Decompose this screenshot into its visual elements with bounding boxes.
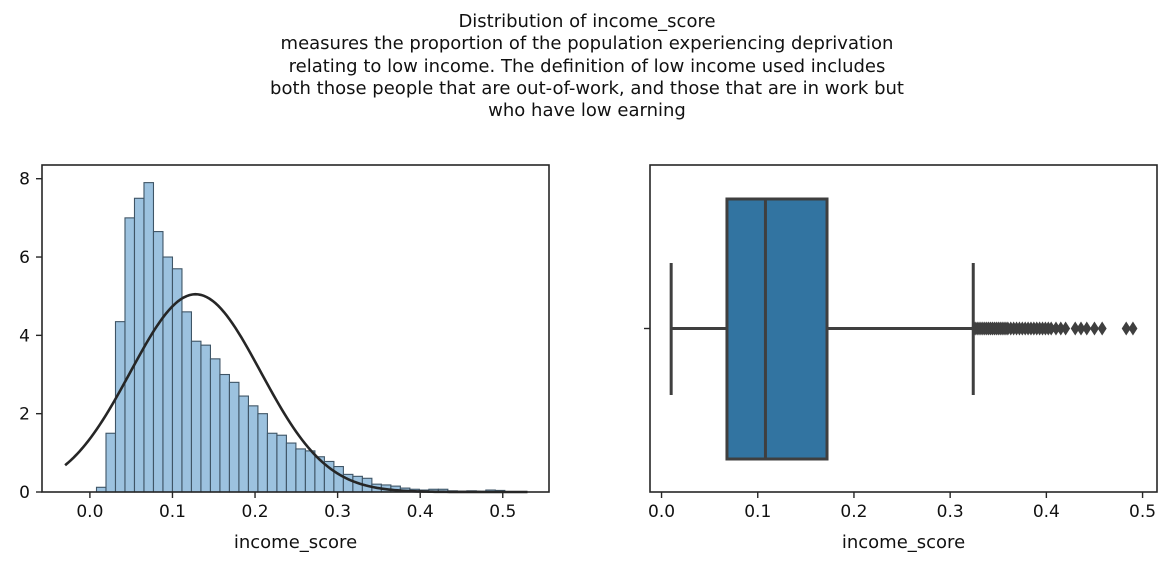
boxplot-elements — [669, 197, 975, 461]
histogram-bar — [257, 413, 268, 493]
x-tick-label: 0.5 — [489, 502, 516, 522]
x-tick-label: 0.4 — [1033, 502, 1060, 522]
outlier-marker — [1121, 321, 1131, 336]
histogram-bar — [285, 442, 297, 493]
histogram-bar — [295, 448, 306, 493]
x-tick-label: 0.3 — [324, 502, 351, 522]
title-line: Distribution of income_score — [458, 11, 716, 32]
histogram-bar — [333, 465, 344, 493]
histogram-bar — [219, 373, 230, 493]
y-tick-label: 2 — [19, 405, 30, 425]
x-tick-label: 0.1 — [159, 502, 186, 522]
y-tick-label: 6 — [19, 248, 30, 268]
outlier-marker — [1082, 321, 1092, 336]
histogram-x-axis-label: income_score — [234, 532, 357, 553]
boxplot-panel: 0.0 0.1 0.2 0.3 0.4 0.5 income_score — [644, 164, 1158, 553]
histogram-bar — [304, 450, 316, 493]
outlier-marker — [1070, 321, 1080, 336]
x-tick-label: 0.1 — [744, 502, 771, 522]
histogram-bar — [200, 344, 211, 493]
histogram-bar — [276, 434, 287, 493]
title-line: measures the proportion of the populatio… — [280, 33, 894, 55]
title-line: relating to low income. The definition o… — [288, 55, 886, 77]
x-tick-label: 0.5 — [1129, 502, 1156, 522]
chart-title: Distribution of income_score measures th… — [0, 11, 1174, 122]
histogram-bars — [95, 182, 525, 493]
histogram-bar — [124, 217, 136, 493]
outlier-marker — [1046, 321, 1056, 336]
x-tick-label: 0.2 — [242, 502, 269, 522]
histogram-x-ticks: 0.0 0.1 0.2 0.3 0.4 0.5 — [76, 492, 516, 522]
y-tick-label: 0 — [19, 483, 30, 503]
outlier-marker — [1089, 321, 1099, 336]
histogram-bar — [133, 197, 145, 493]
y-tick-label: 8 — [19, 170, 30, 190]
title-line: who have low earning — [488, 100, 686, 122]
histogram-axes-frame — [41, 164, 550, 493]
outlier-marker — [1051, 321, 1061, 336]
histogram-bar — [209, 358, 221, 493]
histogram-bar — [190, 340, 202, 493]
histogram-bar — [152, 231, 164, 493]
histogram-bar — [114, 321, 126, 493]
outlier-marker — [1128, 321, 1138, 336]
histogram-bar — [266, 432, 278, 493]
outlier-marker — [1076, 321, 1086, 336]
histogram-bar — [162, 256, 174, 493]
outlier-marker — [1061, 321, 1071, 336]
x-tick-label: 0.4 — [407, 502, 434, 522]
histogram-bar — [181, 311, 193, 493]
histogram-y-ticks: 0 2 4 6 8 — [19, 170, 42, 503]
x-tick-label: 0.2 — [840, 502, 867, 522]
interquartile-box — [725, 197, 829, 461]
boxplot-x-axis-label: income_score — [842, 532, 965, 553]
histogram-panel: 0.0 0.1 0.2 0.3 0.4 0.5 0 2 4 6 8 income_score — [19, 164, 550, 553]
histogram-bar — [247, 405, 259, 493]
outlier-marker — [1056, 321, 1066, 336]
boxplot-outliers — [970, 321, 1138, 336]
x-tick-label: 0.3 — [937, 502, 964, 522]
x-tick-label: 0.0 — [648, 502, 675, 522]
histogram-bar — [228, 381, 240, 493]
x-tick-label: 0.0 — [76, 502, 103, 522]
y-tick-label: 4 — [19, 326, 30, 346]
boxplot-x-ticks: 0.0 0.1 0.2 0.3 0.4 0.5 — [644, 327, 1156, 522]
outlier-marker — [1097, 321, 1107, 336]
histogram-bar — [105, 432, 117, 493]
histogram-bar — [238, 395, 249, 493]
title-line: both those people that are out-of-work, … — [270, 77, 904, 99]
